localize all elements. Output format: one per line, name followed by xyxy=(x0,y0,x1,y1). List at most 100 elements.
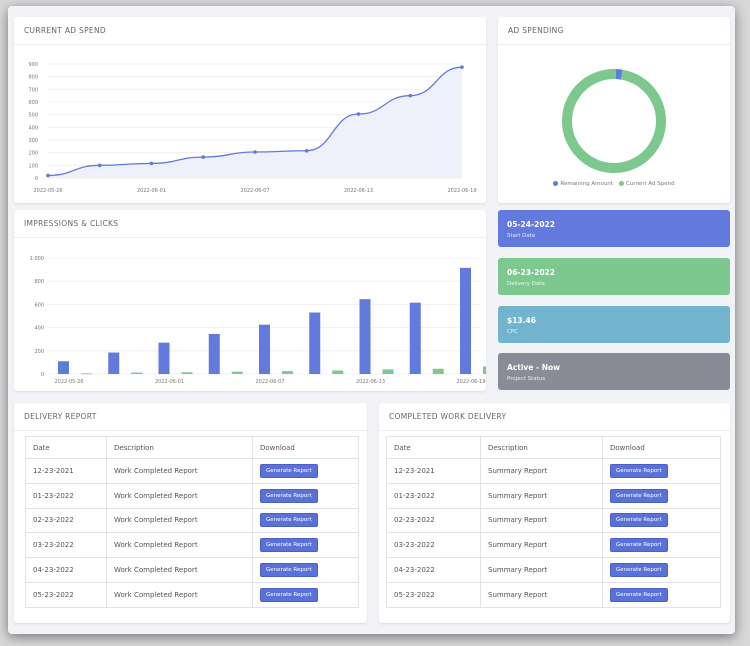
cell-download: Generate Report xyxy=(252,482,359,509)
generate-report-button[interactable]: Generate Report xyxy=(260,513,318,528)
stat-cpc: $13.46 CPC xyxy=(498,306,730,343)
bar-chart: 0 200 400 600 800 1,000 2022-05-26 2022-06-01 20… xyxy=(30,256,486,385)
data-point xyxy=(253,150,257,154)
cell-date: 04-23-2022 xyxy=(386,557,481,583)
table-row: 01-23-2022 Summary Report Generate Report xyxy=(386,482,721,509)
y-tick-label: 500 xyxy=(28,113,38,119)
donut-chart xyxy=(562,69,666,173)
bar-clicks xyxy=(282,371,293,374)
generate-report-button[interactable]: Generate Report xyxy=(260,563,318,578)
donut-legend: Remaining Amount Current Ad Spend xyxy=(498,181,730,187)
table-row: 03-23-2022 Summary Report Generate Report xyxy=(386,532,721,559)
bar-clicks xyxy=(382,369,394,374)
cell-date: 01-23-2022 xyxy=(25,482,107,509)
stat-delivery-date: 06-23-2022 Delivery Date xyxy=(498,258,730,295)
generate-report-button[interactable]: Generate Report xyxy=(610,513,668,528)
legend-swatch xyxy=(553,181,559,186)
y-tick-label: 800 xyxy=(34,279,44,285)
x-tick-label: 2022-05-26 xyxy=(54,379,83,385)
column-header-download: Download xyxy=(252,436,359,459)
x-tick-label: 2022-06-13 xyxy=(344,188,373,194)
y-tick-label: 200 xyxy=(28,151,38,157)
cell-description: Work Completed Report xyxy=(106,581,253,608)
cell-description: Summary Report xyxy=(480,458,603,484)
column-header-description: Description xyxy=(106,436,253,459)
cell-download: Generate Report xyxy=(602,458,721,484)
bar-impressions xyxy=(259,324,270,374)
cell-date: 03-23-2022 xyxy=(386,532,481,559)
y-tick-label: 400 xyxy=(28,125,38,131)
generate-report-button[interactable]: Generate Report xyxy=(260,488,318,503)
stat-label: Project Status xyxy=(507,376,546,382)
cell-date: 12-23-2021 xyxy=(386,458,481,484)
table-row: 02-23-2022 Work Completed Report Generate … xyxy=(25,507,359,534)
cell-date: 02-23-2022 xyxy=(386,507,481,534)
y-tick-label: 400 xyxy=(34,326,44,332)
dashboard-frame: CURRENT AD SPEND 0 100 200 300 400 500 600 700 8… xyxy=(8,6,735,634)
legend-label: Current Ad Spend xyxy=(625,181,675,187)
x-tick-label: 2022-06-19 xyxy=(447,188,476,194)
cell-download: Generate Report xyxy=(252,581,359,608)
bar-impressions xyxy=(108,352,120,374)
cell-download: Generate Report xyxy=(602,532,721,559)
donut-slice xyxy=(615,69,623,80)
card-title: IMPRESSIONS & CLICKS xyxy=(14,210,486,238)
x-tick-label: 2022-06-01 xyxy=(137,188,166,194)
current-ad-spend-card: CURRENT AD SPEND 0 100 200 300 400 500 600 700 8… xyxy=(14,17,486,203)
generate-report-button[interactable]: Generate Report xyxy=(610,488,668,503)
cell-description: Summary Report xyxy=(480,557,603,583)
bar-impressions xyxy=(359,299,371,374)
data-point xyxy=(149,161,154,166)
ad-spending-card: AD SPENDING Remaining Amount Current Ad … xyxy=(498,17,730,203)
generate-report-button[interactable]: Generate Report xyxy=(260,463,318,478)
generate-report-button[interactable]: Generate Report xyxy=(610,563,668,578)
legend-item-remaining: Remaining Amount xyxy=(553,181,613,187)
data-point xyxy=(46,173,50,178)
cell-date: 12-23-2021 xyxy=(25,458,107,484)
bar-clicks xyxy=(231,371,243,374)
cell-description: Summary Report xyxy=(480,581,603,608)
y-tick-label: 300 xyxy=(28,138,38,144)
cell-download: Generate Report xyxy=(602,557,721,583)
column-header-description: Description xyxy=(480,436,603,459)
cell-description: Summary Report xyxy=(480,507,603,534)
bar-impressions xyxy=(309,312,321,374)
line-chart: 0 100 200 300 400 500 600 700 800 900 2022-05-26 20… xyxy=(28,62,476,194)
cell-description: Work Completed Report xyxy=(106,507,253,534)
bar-clicks xyxy=(483,366,486,374)
cell-date: 05-23-2022 xyxy=(386,581,481,608)
bar-impressions xyxy=(460,267,471,374)
generate-report-button[interactable]: Generate Report xyxy=(610,538,668,553)
bar-impressions xyxy=(158,342,170,374)
legend-swatch xyxy=(618,181,624,186)
y-tick-label: 1,000 xyxy=(30,256,44,262)
data-point xyxy=(304,148,309,153)
cell-download: Generate Report xyxy=(252,458,359,484)
table-row: 01-23-2022 Work Completed Report Generate … xyxy=(25,482,359,509)
delivery-report-table: Date Description Download 12-23-2021 Work… xyxy=(25,436,359,608)
cell-date: 05-23-2022 xyxy=(25,581,107,608)
cell-description: Work Completed Report xyxy=(106,458,253,484)
generate-report-button[interactable]: Generate Report xyxy=(260,538,318,553)
x-tick-label: 2022-06-13 xyxy=(356,379,385,385)
stat-label: Delivery Date xyxy=(507,281,545,287)
table-row: 04-23-2022 Summary Report Generate Report xyxy=(386,557,721,583)
y-tick-label: 0 xyxy=(41,372,44,378)
y-tick-label: 0 xyxy=(35,176,38,182)
cell-description: Summary Report xyxy=(480,532,603,559)
table-header-row: Date Description Download xyxy=(25,436,359,459)
bar-clicks xyxy=(332,370,344,374)
generate-report-button[interactable]: Generate Report xyxy=(610,463,668,478)
cell-date: 04-23-2022 xyxy=(25,557,107,583)
x-tick-label: 2022-05-26 xyxy=(33,188,62,194)
bar-clicks xyxy=(131,372,143,374)
cell-description: Work Completed Report xyxy=(106,557,253,583)
generate-report-button[interactable]: Generate Report xyxy=(260,587,318,602)
x-tick-label: 2022-06-07 xyxy=(255,379,284,385)
generate-report-button[interactable]: Generate Report xyxy=(610,587,668,602)
delivery-report-card: DELIVERY REPORT Date Description Downloa… xyxy=(14,403,367,623)
data-point xyxy=(460,65,464,69)
card-title: CURRENT AD SPEND xyxy=(14,17,486,45)
stat-value: 05-24-2022 xyxy=(507,220,555,229)
data-point xyxy=(356,112,361,116)
